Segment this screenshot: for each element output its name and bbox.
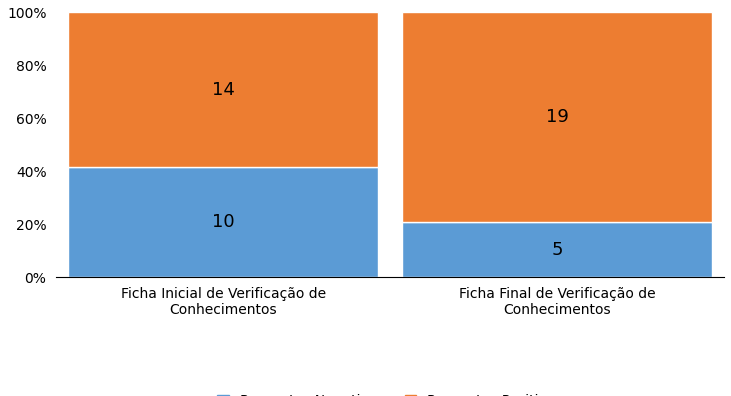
- Text: 10: 10: [212, 213, 235, 231]
- Text: 19: 19: [545, 108, 569, 126]
- Bar: [402, 222, 712, 277]
- Legend: Respostas Negativas, Respostas Positivas: Respostas Negativas, Respostas Positivas: [217, 394, 563, 396]
- Bar: [402, 12, 712, 222]
- Bar: [68, 12, 378, 167]
- Bar: [68, 167, 378, 277]
- Text: 14: 14: [212, 81, 235, 99]
- Text: 5: 5: [551, 241, 563, 259]
